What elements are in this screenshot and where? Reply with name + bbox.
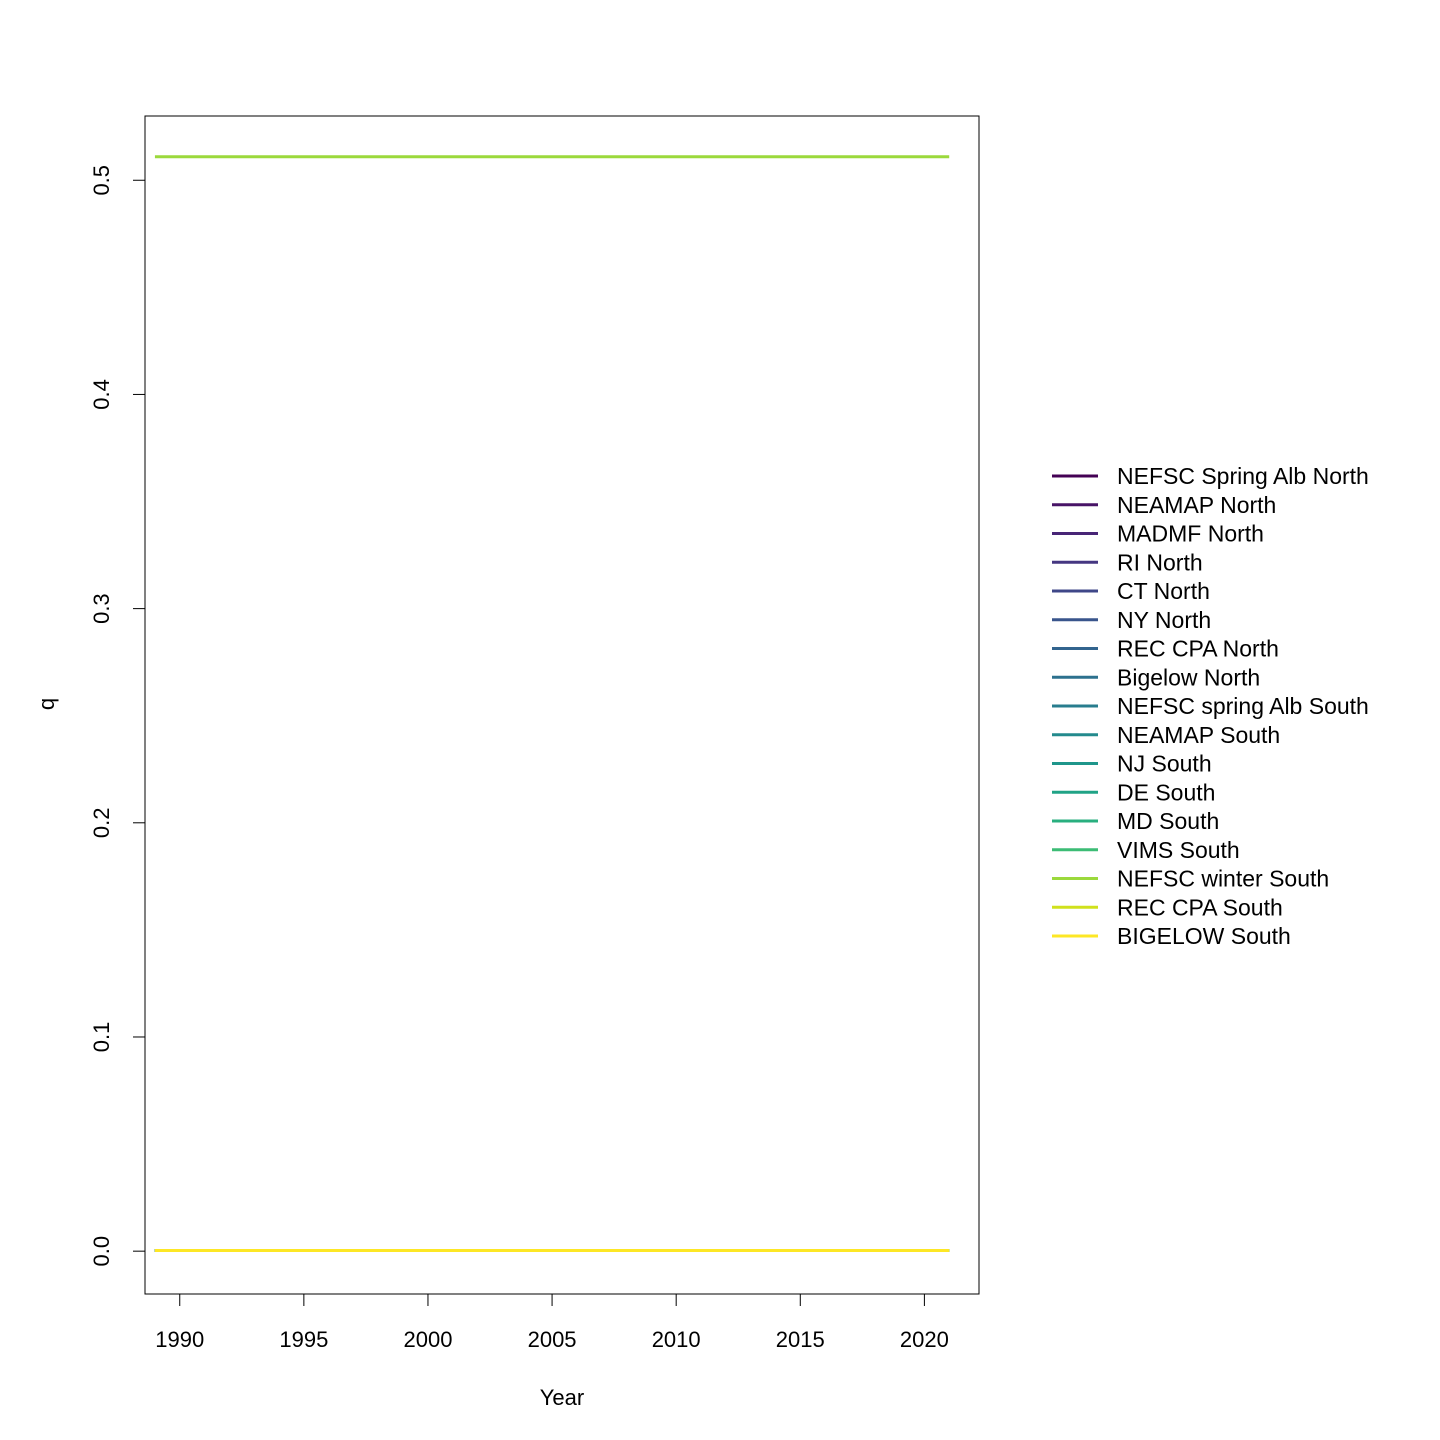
legend-label: REC CPA South (1117, 894, 1283, 920)
x-tick-label: 2005 (528, 1327, 577, 1352)
y-axis-title: q (34, 698, 59, 710)
legend-label: NEAMAP South (1117, 722, 1280, 748)
y-tick-label: 0.0 (89, 1236, 114, 1267)
x-axis: 1990 1995 2000 2005 2010 2015 2020 (155, 1293, 949, 1352)
x-tick-label: 2015 (776, 1327, 825, 1352)
legend-label: VIMS South (1117, 837, 1240, 863)
y-tick-label: 0.3 (89, 593, 114, 624)
legend-label: MADMF North (1117, 521, 1264, 547)
legend-label: NEFSC spring Alb South (1117, 693, 1369, 719)
y-tick-label: 0.1 (89, 1022, 114, 1053)
y-tick-label: 0.4 (89, 379, 114, 410)
x-tick-label: 2020 (900, 1327, 949, 1352)
x-tick-label: 1990 (155, 1327, 204, 1352)
y-tick-label: 0.2 (89, 808, 114, 839)
x-tick-label: 2010 (652, 1327, 701, 1352)
legend-label: MD South (1117, 808, 1219, 834)
y-axis: 0.0 0.1 0.2 0.3 0.4 0.5 (89, 165, 146, 1267)
x-tick-label: 2000 (403, 1327, 452, 1352)
legend-label: REC CPA North (1117, 636, 1279, 662)
legend-label: CT North (1117, 578, 1210, 604)
legend: NEFSC Spring Alb North NEAMAP North MADMF … (1052, 463, 1369, 949)
legend-label: NY North (1117, 607, 1211, 633)
x-axis-title: Year (540, 1385, 584, 1410)
legend-label: BIGELOW South (1117, 923, 1291, 949)
legend-label: NEAMAP North (1117, 492, 1276, 518)
legend-label: NEFSC Spring Alb North (1117, 463, 1369, 489)
legend-label: DE South (1117, 779, 1215, 805)
legend-label: NEFSC winter South (1117, 866, 1329, 892)
series-layer (154, 155, 950, 1253)
legend-label: RI North (1117, 549, 1203, 575)
x-tick-label: 1995 (279, 1327, 328, 1352)
legend-label: Bigelow North (1117, 664, 1260, 690)
y-tick-label: 0.5 (89, 165, 114, 196)
legend-label: NJ South (1117, 751, 1212, 777)
